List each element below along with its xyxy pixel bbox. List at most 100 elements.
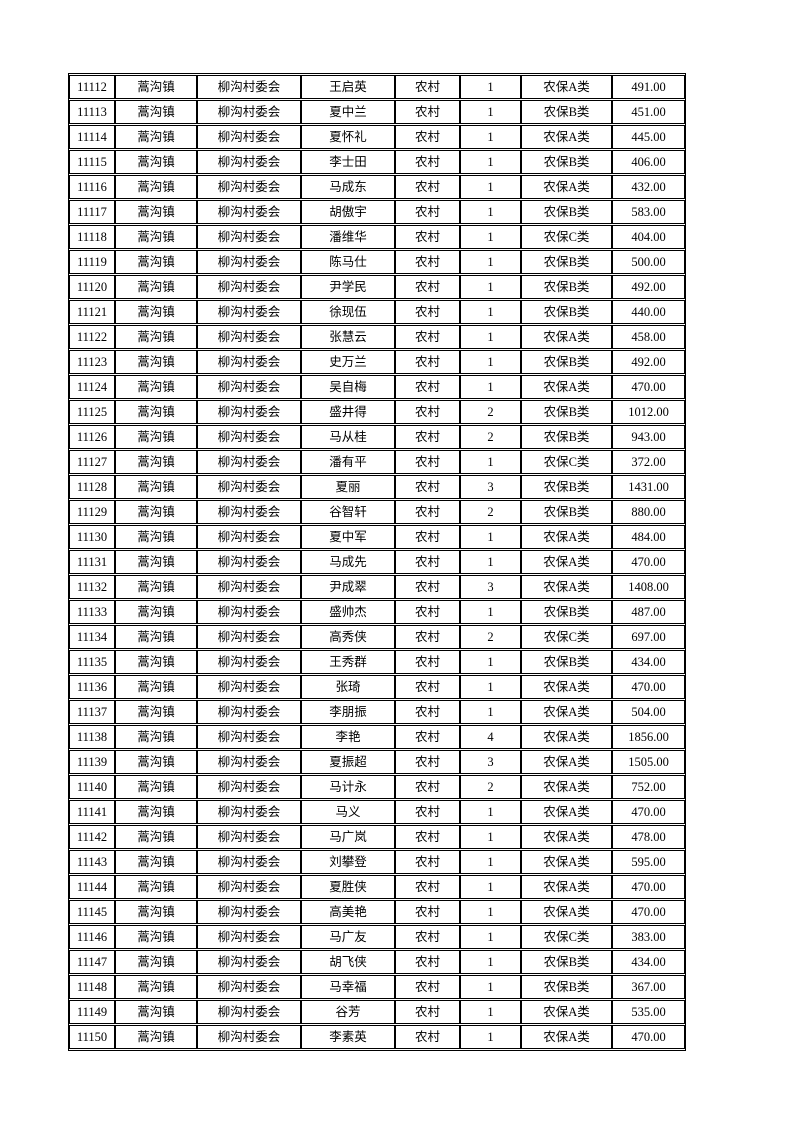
table-row: 11132 蒿沟镇 柳沟村委会 尹成翠 农村 3 农保A类 1408.00 <box>69 575 685 599</box>
table-row: 11123 蒿沟镇 柳沟村委会 史万兰 农村 1 农保B类 492.00 <box>69 350 685 374</box>
cell-person-name: 李朋振 <box>301 700 395 724</box>
cell-person-name: 夏中兰 <box>301 100 395 124</box>
cell-village-committee: 柳沟村委会 <box>197 775 301 799</box>
cell-person-count: 2 <box>460 400 521 424</box>
cell-person-name: 谷芳 <box>301 1000 395 1024</box>
cell-person-count: 3 <box>460 575 521 599</box>
cell-insurance-class: 农保A类 <box>521 125 612 149</box>
cell-residence-type: 农村 <box>395 125 460 149</box>
table-row: 11115 蒿沟镇 柳沟村委会 李士田 农村 1 农保B类 406.00 <box>69 150 685 174</box>
cell-record-id: 11148 <box>69 975 115 999</box>
cell-insurance-class: 农保A类 <box>521 375 612 399</box>
cell-residence-type: 农村 <box>395 325 460 349</box>
cell-residence-type: 农村 <box>395 175 460 199</box>
cell-person-name: 王秀群 <box>301 650 395 674</box>
cell-person-name: 吴自梅 <box>301 375 395 399</box>
cell-person-name: 马计永 <box>301 775 395 799</box>
cell-record-id: 11119 <box>69 250 115 274</box>
cell-village-committee: 柳沟村委会 <box>197 500 301 524</box>
cell-record-id: 11115 <box>69 150 115 174</box>
cell-insurance-class: 农保A类 <box>521 550 612 574</box>
cell-person-count: 3 <box>460 475 521 499</box>
cell-person-count: 1 <box>460 800 521 824</box>
table-row: 11122 蒿沟镇 柳沟村委会 张慧云 农村 1 农保A类 458.00 <box>69 325 685 349</box>
cell-town: 蒿沟镇 <box>115 600 197 624</box>
cell-town: 蒿沟镇 <box>115 1000 197 1024</box>
cell-town: 蒿沟镇 <box>115 650 197 674</box>
cell-village-committee: 柳沟村委会 <box>197 275 301 299</box>
table-row: 11126 蒿沟镇 柳沟村委会 马从桂 农村 2 农保B类 943.00 <box>69 425 685 449</box>
cell-amount: 491.00 <box>612 75 685 99</box>
table-row: 11128 蒿沟镇 柳沟村委会 夏丽 农村 3 农保B类 1431.00 <box>69 475 685 499</box>
cell-record-id: 11128 <box>69 475 115 499</box>
table-row: 11148 蒿沟镇 柳沟村委会 马幸福 农村 1 农保B类 367.00 <box>69 975 685 999</box>
cell-person-count: 1 <box>460 175 521 199</box>
cell-insurance-class: 农保B类 <box>521 650 612 674</box>
cell-record-id: 11121 <box>69 300 115 324</box>
cell-person-count: 1 <box>460 650 521 674</box>
table-row: 11129 蒿沟镇 柳沟村委会 谷智轩 农村 2 农保B类 880.00 <box>69 500 685 524</box>
cell-insurance-class: 农保B类 <box>521 250 612 274</box>
cell-record-id: 11124 <box>69 375 115 399</box>
cell-town: 蒿沟镇 <box>115 200 197 224</box>
cell-village-committee: 柳沟村委会 <box>197 225 301 249</box>
cell-residence-type: 农村 <box>395 150 460 174</box>
cell-record-id: 11116 <box>69 175 115 199</box>
cell-village-committee: 柳沟村委会 <box>197 650 301 674</box>
cell-town: 蒿沟镇 <box>115 75 197 99</box>
cell-town: 蒿沟镇 <box>115 375 197 399</box>
cell-record-id: 11126 <box>69 425 115 449</box>
cell-village-committee: 柳沟村委会 <box>197 325 301 349</box>
cell-village-committee: 柳沟村委会 <box>197 400 301 424</box>
cell-town: 蒿沟镇 <box>115 775 197 799</box>
cell-amount: 434.00 <box>612 650 685 674</box>
cell-record-id: 11144 <box>69 875 115 899</box>
cell-town: 蒿沟镇 <box>115 450 197 474</box>
cell-person-name: 马广岚 <box>301 825 395 849</box>
cell-insurance-class: 农保B类 <box>521 950 612 974</box>
cell-person-count: 1 <box>460 350 521 374</box>
cell-residence-type: 农村 <box>395 700 460 724</box>
cell-person-name: 李素英 <box>301 1025 395 1049</box>
table-row: 11119 蒿沟镇 柳沟村委会 陈马仕 农村 1 农保B类 500.00 <box>69 250 685 274</box>
table-row: 11118 蒿沟镇 柳沟村委会 潘维华 农村 1 农保C类 404.00 <box>69 225 685 249</box>
cell-residence-type: 农村 <box>395 950 460 974</box>
cell-residence-type: 农村 <box>395 900 460 924</box>
cell-amount: 445.00 <box>612 125 685 149</box>
cell-person-count: 1 <box>460 850 521 874</box>
cell-insurance-class: 农保B类 <box>521 100 612 124</box>
cell-person-name: 王启英 <box>301 75 395 99</box>
cell-insurance-class: 农保A类 <box>521 725 612 749</box>
cell-amount: 697.00 <box>612 625 685 649</box>
cell-person-count: 1 <box>460 375 521 399</box>
cell-insurance-class: 农保A类 <box>521 1000 612 1024</box>
cell-town: 蒿沟镇 <box>115 400 197 424</box>
cell-amount: 367.00 <box>612 975 685 999</box>
cell-record-id: 11125 <box>69 400 115 424</box>
cell-record-id: 11118 <box>69 225 115 249</box>
cell-village-committee: 柳沟村委会 <box>197 250 301 274</box>
cell-person-count: 2 <box>460 775 521 799</box>
cell-amount: 504.00 <box>612 700 685 724</box>
cell-record-id: 11132 <box>69 575 115 599</box>
cell-town: 蒿沟镇 <box>115 550 197 574</box>
cell-village-committee: 柳沟村委会 <box>197 350 301 374</box>
cell-town: 蒿沟镇 <box>115 275 197 299</box>
cell-person-name: 尹成翠 <box>301 575 395 599</box>
cell-insurance-class: 农保C类 <box>521 450 612 474</box>
cell-amount: 406.00 <box>612 150 685 174</box>
cell-residence-type: 农村 <box>395 400 460 424</box>
cell-village-committee: 柳沟村委会 <box>197 625 301 649</box>
cell-village-committee: 柳沟村委会 <box>197 600 301 624</box>
cell-town: 蒿沟镇 <box>115 950 197 974</box>
table-row: 11127 蒿沟镇 柳沟村委会 潘有平 农村 1 农保C类 372.00 <box>69 450 685 474</box>
cell-residence-type: 农村 <box>395 875 460 899</box>
cell-insurance-class: 农保A类 <box>521 325 612 349</box>
cell-town: 蒿沟镇 <box>115 750 197 774</box>
cell-town: 蒿沟镇 <box>115 925 197 949</box>
cell-record-id: 11117 <box>69 200 115 224</box>
cell-insurance-class: 农保A类 <box>521 175 612 199</box>
cell-person-count: 1 <box>460 125 521 149</box>
cell-amount: 492.00 <box>612 275 685 299</box>
cell-insurance-class: 农保B类 <box>521 150 612 174</box>
